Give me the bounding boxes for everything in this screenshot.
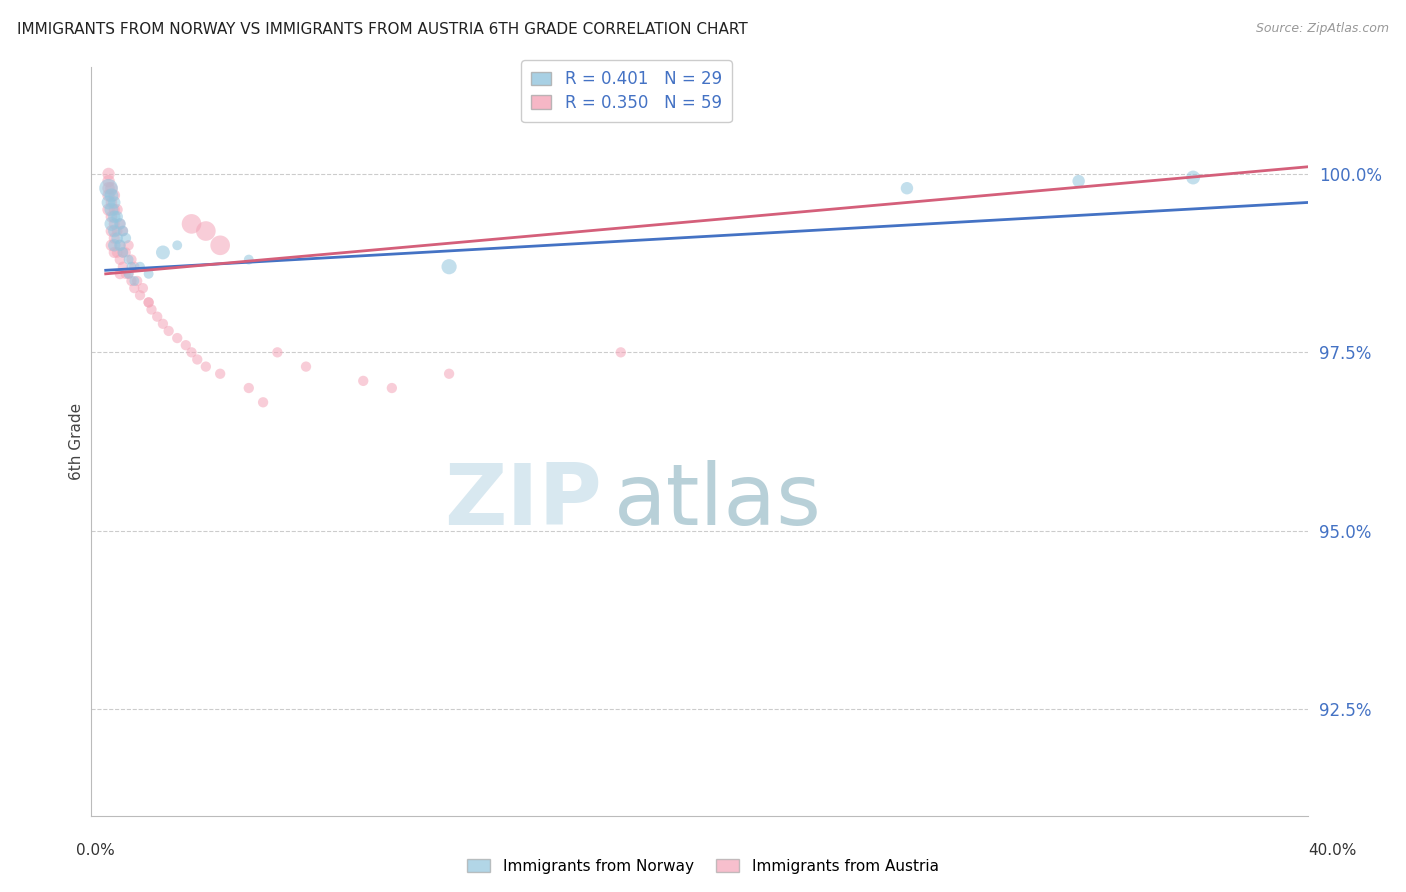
Point [114, 267, 136, 281]
Point [103, 202, 125, 217]
Point [100, 217, 122, 231]
Point [103, 188, 125, 202]
Point [97, 181, 120, 195]
Point [124, 274, 146, 288]
Point [238, 252, 260, 267]
Point [100, 210, 122, 224]
Point [111, 224, 134, 238]
Point [120, 260, 142, 274]
Point [129, 260, 152, 274]
Legend: R = 0.401   N = 29, R = 0.350   N = 59: R = 0.401 N = 29, R = 0.350 N = 59 [522, 61, 731, 122]
Point [209, 367, 232, 381]
Point [97, 195, 120, 210]
Point [252, 395, 274, 409]
Point [97, 202, 120, 217]
Point [186, 352, 208, 367]
Point [97, 174, 120, 188]
Point [103, 245, 125, 260]
Point [97, 181, 120, 195]
Point [105, 202, 128, 217]
Point [138, 295, 160, 310]
Point [111, 260, 134, 274]
Y-axis label: 6th Grade: 6th Grade [69, 403, 84, 480]
Text: atlas: atlas [614, 460, 823, 543]
Point [108, 217, 131, 231]
Point [166, 331, 188, 345]
Point [124, 281, 146, 295]
Point [1182, 170, 1205, 185]
Point [117, 267, 139, 281]
Point [295, 359, 318, 374]
Point [105, 210, 128, 224]
Point [138, 295, 160, 310]
Point [108, 252, 131, 267]
Text: IMMIGRANTS FROM NORWAY VS IMMIGRANTS FROM AUSTRIA 6TH GRADE CORRELATION CHART: IMMIGRANTS FROM NORWAY VS IMMIGRANTS FRO… [17, 22, 748, 37]
Point [132, 281, 155, 295]
Point [166, 238, 188, 252]
Point [117, 238, 139, 252]
Point [157, 324, 180, 338]
Text: 0.0%: 0.0% [76, 843, 115, 857]
Point [129, 288, 152, 302]
Point [97, 167, 120, 181]
Point [127, 274, 149, 288]
Point [209, 238, 232, 252]
Point [103, 195, 125, 210]
Text: Source: ZipAtlas.com: Source: ZipAtlas.com [1256, 22, 1389, 36]
Point [114, 231, 136, 245]
Point [610, 345, 633, 359]
Point [100, 238, 122, 252]
Point [146, 310, 169, 324]
Text: 40.0%: 40.0% [1309, 843, 1357, 857]
Point [103, 238, 125, 252]
Point [180, 217, 202, 231]
Point [124, 260, 146, 274]
Point [108, 217, 131, 231]
Point [100, 224, 122, 238]
Point [896, 181, 918, 195]
Point [100, 195, 122, 210]
Legend: Immigrants from Norway, Immigrants from Austria: Immigrants from Norway, Immigrants from … [461, 853, 945, 880]
Point [103, 224, 125, 238]
Point [117, 252, 139, 267]
Point [194, 224, 217, 238]
Point [194, 359, 217, 374]
Point [105, 245, 128, 260]
Point [103, 210, 125, 224]
Point [352, 374, 374, 388]
Point [97, 188, 120, 202]
Point [238, 381, 260, 395]
Point [437, 367, 460, 381]
Point [100, 181, 122, 195]
Point [100, 188, 122, 202]
Point [105, 231, 128, 245]
Text: ZIP: ZIP [444, 460, 602, 543]
Point [108, 238, 131, 252]
Point [1067, 174, 1090, 188]
Point [437, 260, 460, 274]
Point [114, 245, 136, 260]
Point [108, 238, 131, 252]
Point [105, 224, 128, 238]
Point [174, 338, 197, 352]
Point [111, 245, 134, 260]
Point [100, 202, 122, 217]
Point [117, 267, 139, 281]
Point [111, 224, 134, 238]
Point [103, 217, 125, 231]
Point [180, 345, 202, 359]
Point [120, 252, 142, 267]
Point [111, 245, 134, 260]
Point [120, 274, 142, 288]
Point [108, 267, 131, 281]
Point [152, 245, 174, 260]
Point [266, 345, 288, 359]
Point [152, 317, 174, 331]
Point [141, 302, 163, 317]
Point [138, 267, 160, 281]
Point [103, 231, 125, 245]
Point [381, 381, 404, 395]
